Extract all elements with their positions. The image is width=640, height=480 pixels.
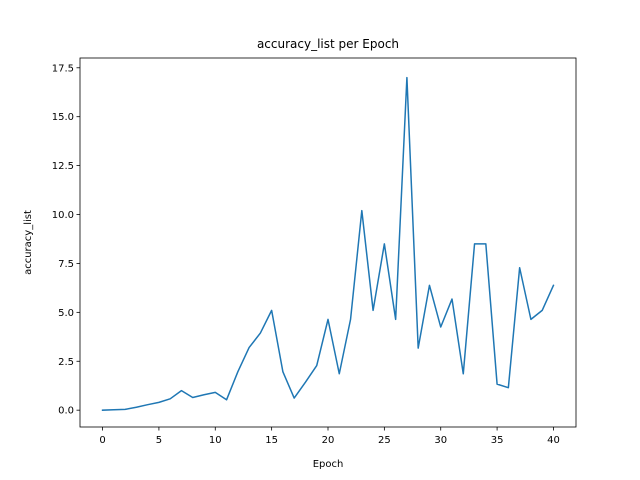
x-tick-label: 40 — [547, 435, 560, 446]
y-tick-label: 0.0 — [58, 406, 74, 417]
x-tick-label: 35 — [491, 435, 504, 446]
x-tick-label: 25 — [378, 435, 391, 446]
y-axis-label: accuracy_list — [23, 210, 34, 275]
y-tick-label: 7.5 — [58, 259, 74, 270]
chart-title: accuracy_list per Epoch — [257, 37, 399, 51]
x-tick-label: 15 — [265, 435, 278, 446]
x-axis-label: Epoch — [313, 459, 344, 470]
y-tick-label: 15.0 — [52, 112, 74, 123]
y-tick-label: 2.5 — [58, 357, 74, 368]
y-tick-label: 10.0 — [52, 210, 74, 221]
x-tick-label: 0 — [99, 435, 105, 446]
y-tick-label: 12.5 — [52, 161, 74, 172]
x-tick-label: 5 — [156, 435, 162, 446]
x-tick-label: 20 — [322, 435, 335, 446]
x-tick-label: 30 — [434, 435, 447, 446]
y-tick-label: 5.0 — [58, 308, 74, 319]
x-tick-label: 10 — [209, 435, 222, 446]
y-tick-label: 17.5 — [52, 63, 74, 74]
